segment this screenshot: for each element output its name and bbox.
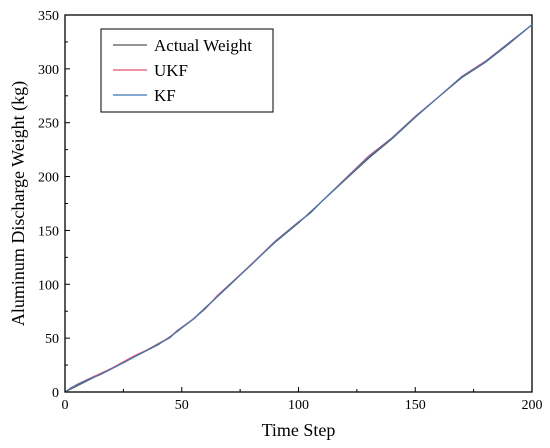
legend: Actual Weight UKF KF: [100, 28, 274, 113]
x-tick-label: 0: [62, 398, 69, 413]
x-axis-title: Time Step: [262, 420, 336, 440]
legend-label: UKF: [154, 61, 188, 80]
x-tick-label: 150: [405, 398, 426, 413]
legend-label: Actual Weight: [154, 36, 252, 55]
y-tick-label: 350: [38, 9, 59, 24]
legend-label: KF: [154, 86, 176, 105]
y-tick-label: 250: [38, 117, 59, 132]
series-layer: [64, 24, 533, 393]
y-tick-label: 150: [38, 224, 59, 239]
y-tick-label: 100: [38, 278, 59, 293]
x-tick-label: 50: [175, 398, 189, 413]
axis-ticks: 0 50 100 150 200 0 50 100 150 200 250 300 350: [38, 9, 543, 413]
series-line-kf: [64, 24, 533, 393]
y-tick-label: 50: [45, 332, 59, 347]
y-tick-label: 300: [38, 63, 59, 78]
y-tick-label: 0: [52, 386, 59, 401]
y-axis-title: Aluminum Discharge Weight (kg): [8, 81, 29, 326]
x-tick-label: 200: [522, 398, 543, 413]
y-tick-label: 200: [38, 171, 59, 186]
x-tick-label: 100: [288, 398, 309, 413]
